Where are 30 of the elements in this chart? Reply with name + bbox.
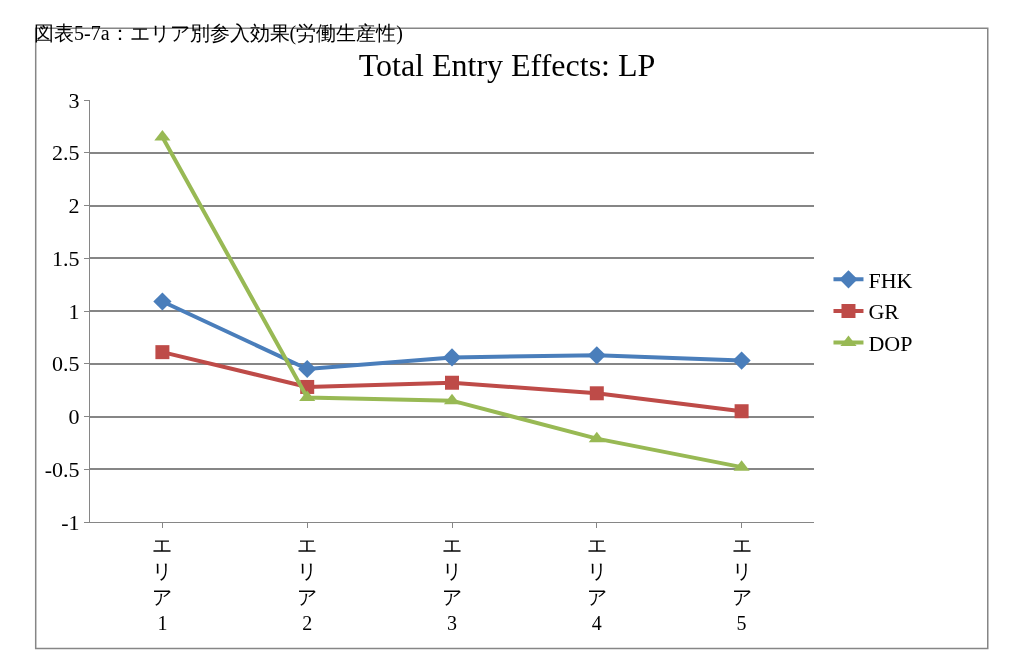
y-tick-label: 1 — [68, 298, 80, 324]
y-tick-label: -1 — [61, 509, 80, 535]
point — [734, 404, 749, 419]
point — [589, 386, 604, 401]
point — [732, 351, 751, 370]
point — [153, 292, 172, 311]
y-tick-label: 2.5 — [52, 140, 80, 166]
point — [587, 346, 606, 365]
y-tick-label: 2 — [68, 193, 80, 219]
x-tick-label: エリア4 — [586, 534, 607, 634]
legend-label: FHK — [868, 267, 913, 293]
point — [445, 375, 459, 390]
x-tick-label: エリア3 — [442, 534, 462, 634]
legend-label: GR — [868, 299, 900, 325]
legend-label: DOP — [868, 331, 913, 357]
y-tick-label: 1.5 — [52, 245, 80, 271]
y-tick-label: -0.5 — [44, 456, 80, 482]
point — [299, 390, 316, 402]
text: 図表5-7a：エリア別参入効果(労働生産性) — [34, 22, 403, 45]
x-tick-label: エリア2 — [297, 534, 318, 634]
x-tick-label: エリア1 — [152, 534, 173, 634]
point — [298, 359, 317, 379]
x-tick-label: エリア5 — [731, 534, 752, 634]
point — [155, 345, 170, 360]
y-tick-label: 0.5 — [52, 351, 80, 377]
point — [442, 348, 462, 367]
chart-title: Total Entry Effects: LP — [358, 47, 656, 84]
y-tick-label: 0 — [68, 404, 80, 430]
point — [588, 431, 605, 443]
y-tick-label: 3 — [68, 87, 80, 113]
